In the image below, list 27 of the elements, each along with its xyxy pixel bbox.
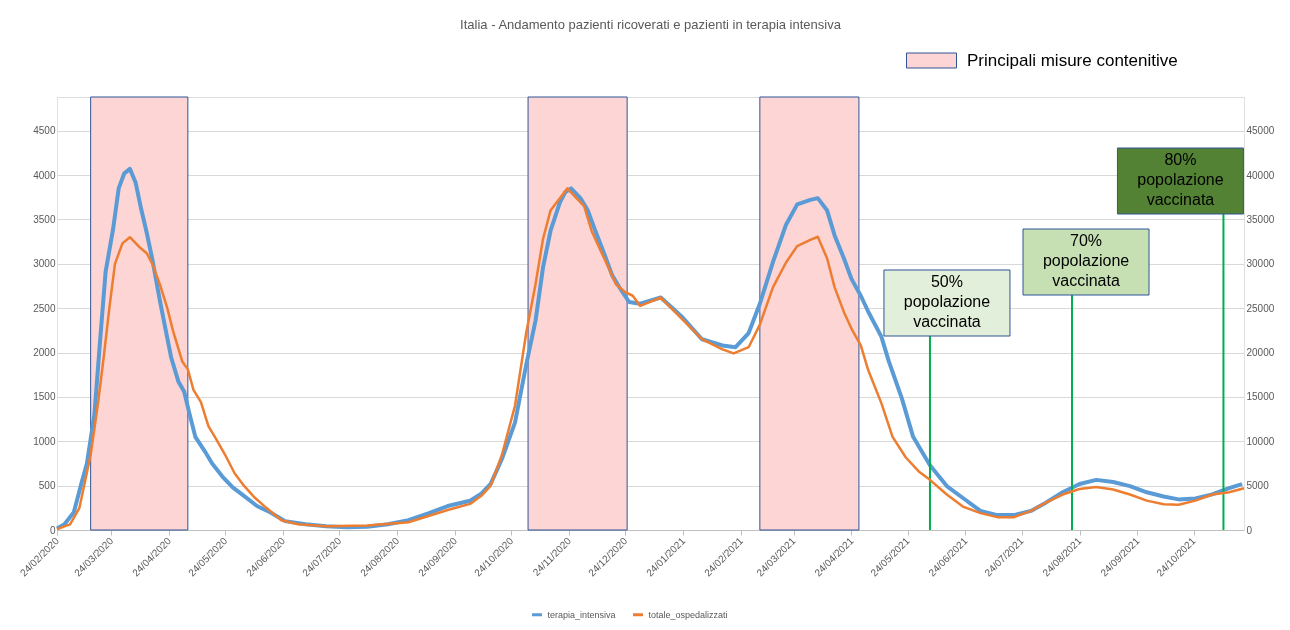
y2-tick-label: 25000: [1246, 302, 1275, 314]
y-tick-label: 500: [38, 480, 56, 492]
y-tick-label: 2000: [33, 347, 56, 359]
y2-tick-label: 0: [1246, 524, 1253, 536]
ref-line-label: 50% popolazione vaccinata: [903, 273, 991, 330]
ref-line-label: 80% popolazione vaccinata: [1137, 151, 1224, 208]
legend-label: terapia_intensiva: [547, 609, 616, 620]
y2-tick-label: 20000: [1246, 347, 1275, 359]
y2-tick-label: 30000: [1246, 258, 1275, 270]
chart-title: Italia - Andamento pazienti ricoverati e pazienti in terapia intensiva: [460, 17, 842, 32]
legend-label: Principali misure contenitive: [967, 50, 1178, 70]
y2-tick-label: 40000: [1246, 169, 1275, 181]
y-tick-label: 2500: [33, 302, 56, 314]
y-tick-label: 1000: [33, 435, 56, 447]
y2-tick-label: 5000: [1246, 480, 1270, 492]
y2-tick-label: 45000: [1246, 125, 1275, 137]
y-tick-label: 3500: [33, 213, 56, 225]
legend-label: totale_ospedalizzati: [648, 609, 728, 620]
y-tick-label: 1500: [33, 391, 56, 403]
y-tick-label: 0: [49, 524, 56, 536]
y-tick-label: 4500: [33, 125, 56, 137]
y2-tick-label: 15000: [1246, 391, 1275, 403]
y2-tick-label: 35000: [1246, 213, 1275, 225]
y2-tick-label: 10000: [1246, 435, 1275, 447]
y-tick-label: 3000: [33, 258, 56, 270]
ref-line-label: 70% popolazione vaccinata: [1042, 232, 1130, 289]
y-tick-label: 4000: [33, 169, 56, 181]
